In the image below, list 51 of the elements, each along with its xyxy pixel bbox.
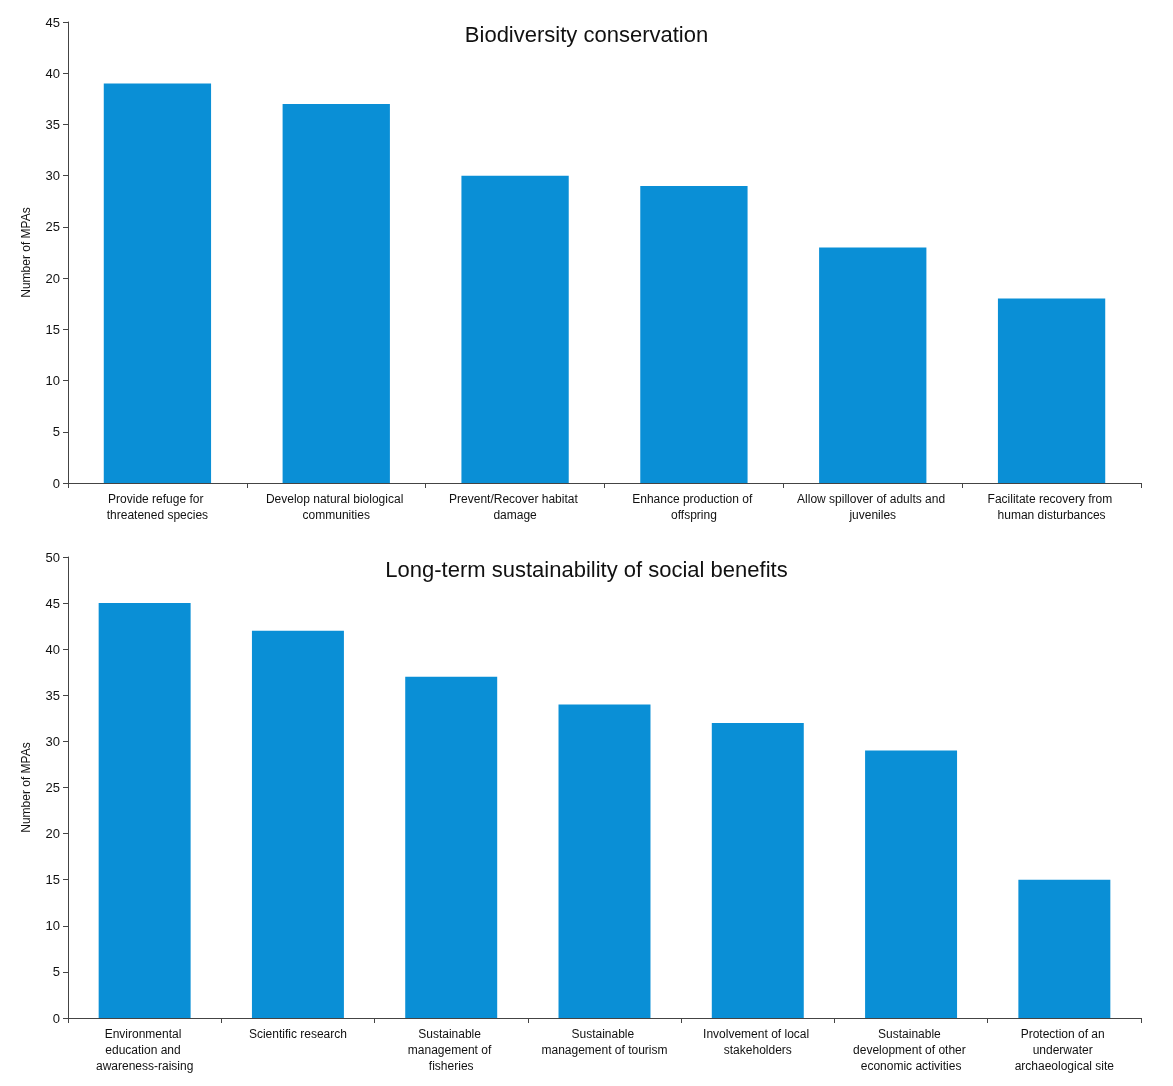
- y-tick-label: 50: [45, 549, 60, 565]
- x-tick-label: Sustainable management of fisheries: [407, 1027, 495, 1073]
- bar: [640, 185, 748, 483]
- bar: [711, 722, 804, 1018]
- chart-title: Biodiversity conservation: [464, 21, 709, 47]
- bar: [282, 103, 390, 483]
- bar: [251, 630, 344, 1018]
- y-tick-label: 5: [52, 964, 60, 980]
- x-tick-label: Develop natural biological communities: [265, 492, 407, 522]
- y-tick-label: 10: [45, 373, 60, 389]
- y-tick-label: 45: [45, 14, 60, 30]
- y-tick-label: 25: [45, 780, 60, 795]
- x-tick-label: Involvement of local stakeholders: [703, 1027, 813, 1057]
- x-tick-label: Sustainable development of other economic activities: [853, 1027, 970, 1073]
- y-tick-label: 35: [45, 116, 60, 132]
- y-tick-label: 15: [45, 321, 60, 337]
- chart-title: Long-term sustainability of social benefits: [385, 556, 788, 582]
- x-tick-label: Enhance production of offspring: [632, 492, 756, 522]
- x-tick-label: Scientific research: [248, 1027, 347, 1041]
- y-tick-label: 30: [45, 168, 60, 184]
- bar: [865, 750, 958, 1018]
- bar: [997, 298, 1106, 483]
- x-tick-label: Protection of an underwater archaeological site: [1014, 1027, 1115, 1073]
- bar: [98, 603, 191, 1018]
- x-tick-label: Provide refuge for threatened species: [106, 492, 209, 522]
- y-tick-label: 20: [45, 270, 60, 286]
- y-tick-label: 10: [45, 918, 60, 934]
- y-axis-title: Number of MPAs: [19, 207, 33, 298]
- bar: [558, 704, 651, 1018]
- y-tick-label: 30: [45, 733, 60, 749]
- x-tick-label: Environmental education and awareness-raising: [95, 1027, 194, 1073]
- y-tick-label: 45: [45, 595, 60, 611]
- y-tick-label: 40: [45, 65, 60, 81]
- y-tick-label: 5: [52, 424, 60, 440]
- x-tick-label: Prevent/Recover habitat damage: [449, 492, 582, 522]
- y-tick-label: 25: [45, 219, 60, 235]
- bar: [1018, 879, 1111, 1018]
- y-tick-label: 40: [45, 641, 60, 657]
- bar: [103, 83, 212, 483]
- y-tick-label: 0: [52, 475, 60, 491]
- bar: [819, 247, 927, 483]
- x-tick-label: Sustainable management of tourism: [541, 1027, 668, 1057]
- x-tick-label: Facilitate recovery from human disturbances: [987, 492, 1116, 522]
- y-tick-label: 0: [52, 1010, 60, 1026]
- y-tick-label: 15: [45, 872, 60, 888]
- bar: [461, 175, 569, 483]
- x-tick-label: Allow spillover of adults and juveniles: [797, 492, 949, 522]
- y-tick-label: 20: [45, 826, 60, 842]
- y-tick-label: 35: [45, 687, 60, 703]
- y-axis-title: Number of MPAs: [19, 742, 33, 833]
- bar: [405, 676, 498, 1018]
